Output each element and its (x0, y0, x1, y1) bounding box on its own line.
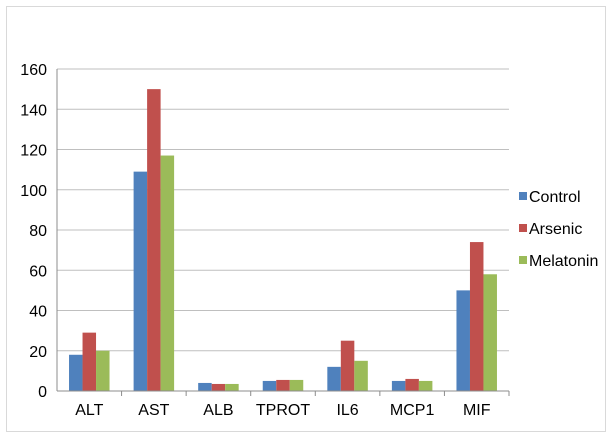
legend-swatch-control (519, 192, 527, 200)
bar-melatonin-tprot (289, 379, 304, 391)
y-tick-label: 140 (20, 102, 47, 119)
x-tick-label: IL6 (336, 402, 358, 419)
bars (69, 89, 497, 391)
legend-swatch-melatonin (519, 256, 527, 264)
bar-arsenic-mif (469, 242, 484, 391)
bar-control-alt (69, 354, 83, 391)
legend-label-control: Control (529, 189, 581, 206)
x-tick-label: AST (138, 402, 169, 419)
bar-control-tprot (262, 380, 277, 391)
bar-control-il6 (327, 366, 341, 391)
legend-label-arsenic: Arsenic (529, 221, 582, 238)
y-tick-label: 20 (29, 344, 47, 361)
bar-arsenic-il6 (340, 340, 355, 391)
bar-arsenic-alt (82, 332, 97, 391)
bar-melatonin-alt (96, 350, 110, 391)
y-tick-label: 160 (20, 62, 47, 79)
bar-melatonin-il6 (354, 360, 368, 391)
y-tick-labels: 0 20 40 60 80 100 120 140 160 (20, 62, 47, 401)
bar-melatonin-alb (225, 383, 239, 391)
bar-arsenic-mcp1 (405, 378, 419, 391)
x-tick-label: MIF (463, 402, 491, 419)
y-tick-label: 100 (20, 183, 47, 200)
y-tick-label: 120 (20, 143, 47, 160)
y-tick-label: 40 (29, 304, 47, 321)
x-tick-label: MCP1 (390, 402, 435, 419)
x-tick-label: TPROT (256, 402, 310, 419)
y-tick-label: 0 (38, 384, 47, 401)
legend-swatch-arsenic (519, 224, 527, 232)
y-tick-label: 60 (29, 263, 47, 280)
bar-arsenic-tprot (276, 379, 290, 391)
bar-control-mif (456, 290, 470, 391)
bar-control-ast (133, 171, 148, 391)
bar-arsenic-alb (211, 383, 226, 391)
x-tick-label: ALB (203, 402, 233, 419)
bar-melatonin-mif (483, 274, 497, 391)
x-tick-label: ALT (75, 402, 103, 419)
y-tick-label: 80 (29, 223, 47, 240)
bar-control-mcp1 (391, 380, 406, 391)
gridlines (57, 68, 509, 352)
legend: Control Arsenic Melatonin (519, 189, 598, 270)
bar-melatonin-mcp1 (418, 380, 433, 391)
x-tick-labels: ALT AST ALB TPROT IL6 MCP1 MIF (75, 402, 491, 419)
axes (56, 69, 510, 396)
bar-melatonin-ast (160, 155, 175, 391)
bar-arsenic-ast (147, 89, 161, 391)
legend-label-melatonin: Melatonin (529, 253, 598, 270)
bar-control-alb (198, 382, 212, 391)
